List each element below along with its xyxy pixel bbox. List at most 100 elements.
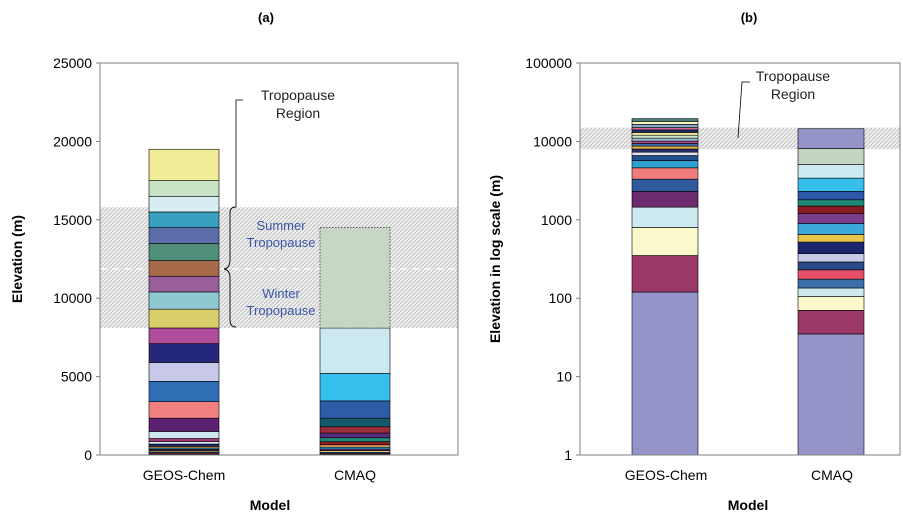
geos-chem-a-layer-20 [148,275,220,293]
geos-chem-a-layer-10 [148,438,220,442]
geos-chem-b-layer-19 [631,127,699,131]
y-tick-label-a: 25000 [53,55,92,71]
cmaq-b-layer-9 [797,241,865,254]
y-tick-label-a: 5000 [61,369,92,385]
geos-chem-a-layer-16 [148,343,220,363]
y-tick-label-b: 100 [549,290,573,306]
geos-chem-b-layer-8 [631,160,699,169]
geos-chem-b-layer-22 [631,118,699,122]
x-tick-geos-chem-b: GEOS-Chem [625,467,707,483]
tropopause-label-a-line1: Tropopause [261,87,335,103]
winter-label-line2: Tropopause [247,303,316,318]
tropopause-label-a-line2: Region [276,105,320,121]
summer-label-line1: Summer [256,218,306,233]
cmaq-b-layer-14 [797,199,865,207]
geos-chem-b-layer-4 [631,206,699,228]
geos-chem-a-layer-15 [148,362,220,382]
y-ticks-b: 1 10 100 1000 10000 100000 [525,55,580,463]
cmaq-a-layer-13 [319,400,391,419]
y-tick-label-a: 15000 [53,212,92,228]
cmaq-b-layer-3 [797,296,865,311]
geos-chem-a-layer-13 [148,401,220,419]
cmaq-b-layer-8 [797,253,865,263]
y-ticks-a: 0 5000 10000 15000 20000 25000 [53,55,100,463]
geos-chem-a-layer-19 [148,291,220,310]
cmaq-a-layer-12 [319,417,391,428]
x-tick-cmaq-a: CMAQ [334,467,376,483]
cmaq-b-layer-19 [797,128,865,149]
geos-chem-a-layer-12 [148,417,220,432]
geos-chem-a-layer-11 [148,431,220,439]
geos-chem-b-layer-16 [631,134,699,139]
cmaq-b-layer-15 [797,191,865,201]
cmaq-b-layer-16 [797,177,865,192]
panel-b: (b) 1 10 100 1000 10000 100000 GEOS-Chem CMAQ… [487,10,901,513]
tropopause-leader-b [737,81,750,139]
x-tick-geos-chem-a: GEOS-Chem [143,467,225,483]
cmaq-b-layer-10 [797,234,865,243]
y-axis-label-b: Elevation in log scale (m) [487,175,503,343]
geos-chem-b-layer-12 [631,145,699,150]
cmaq-b-layer-6 [797,269,865,280]
winter-label-line1: Winter [262,286,300,301]
geos-chem-b-layer-9 [631,155,699,161]
x-tick-cmaq-b: CMAQ [811,467,853,483]
plot-area-a [99,62,459,456]
cmaq-b-layer-12 [797,213,865,224]
bars-a [148,148,391,456]
cmaq-b-layer-2 [797,310,865,335]
cmaq-b-layer-7 [797,261,865,271]
geos-chem-b-layer-5 [631,191,699,208]
panel-b-label: (b) [741,10,758,25]
geos-chem-a-layer-21 [148,260,220,277]
geos-chem-a-layer-17 [148,327,220,344]
summer-label-line2: Tropopause [247,235,316,250]
cmaq-a-layer-7 [319,444,391,448]
bars-b [631,118,865,456]
geos-chem-a-layer-18 [148,308,220,329]
tropopause-label-b-line1: Tropopause [756,68,830,84]
tropopause-leader-a [235,99,243,207]
x-axis-label-a: Model [250,497,290,513]
geos-chem-b-layer-20 [631,124,699,128]
cmaq-a-layer-10 [319,432,391,439]
y-axis-label-a: Elevation (m) [9,215,25,303]
geos-chem-b-layer-14 [631,140,699,144]
geos-chem-b-layer-3 [631,227,699,256]
cmaq-b-layer-18 [797,148,865,165]
cmaq-b-layer-11 [797,223,865,235]
geos-chem-a-layer-26 [148,180,220,197]
geos-chem-b-layer-18 [631,129,699,133]
cmaq-b-layer-1 [797,333,865,456]
tropopause-label-b-line2: Region [771,86,815,102]
y-tick-label-b: 1 [564,447,572,463]
panel-a-label: (a) [258,10,274,25]
y-tick-label-b: 10 [556,369,572,385]
geos-chem-a-layer-22 [148,243,220,261]
plot-area-b [579,62,901,456]
cmaq-a-layer-9 [319,437,391,442]
geos-chem-b-layer-10 [631,151,699,156]
cmaq-a-layer-16 [319,227,391,329]
geos-chem-b-layer-6 [631,178,699,192]
geos-chem-b-layer-2 [631,255,699,293]
tropopause-brace [223,206,237,328]
geos-chem-b-layer-15 [631,137,699,142]
x-axis-label-b: Model [728,497,768,513]
cmaq-a-layer-15 [319,327,391,374]
cmaq-a-layer-14 [319,373,391,402]
y-tick-label-b: 10000 [533,133,572,149]
geos-chem-b-layer-1 [631,291,699,456]
y-tick-label-b: 100000 [525,55,572,71]
geos-chem-a-layer-9 [148,441,220,445]
geos-chem-a-layer-24 [148,211,220,228]
cmaq-a-layer-8 [319,441,391,446]
geos-chem-a-layer-8 [148,443,220,447]
cmaq-a-layer-11 [319,426,391,434]
geos-chem-b-layer-7 [631,167,699,180]
y-tick-label-a: 10000 [53,290,92,306]
geos-chem-b-layer-13 [631,143,699,147]
y-tick-label-b: 1000 [541,212,572,228]
